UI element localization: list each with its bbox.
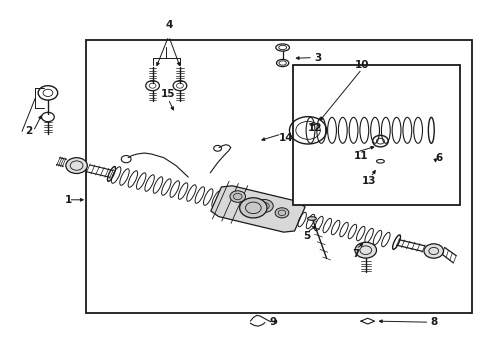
Text: 14: 14: [279, 132, 293, 143]
Text: 10: 10: [354, 60, 368, 70]
Bar: [293, 65, 459, 205]
Text: 11: 11: [353, 150, 367, 161]
Circle shape: [66, 158, 87, 174]
Text: 7: 7: [351, 249, 359, 259]
Text: 9: 9: [269, 317, 276, 327]
Circle shape: [229, 191, 245, 202]
Circle shape: [239, 198, 266, 218]
Text: 13: 13: [361, 176, 375, 186]
Polygon shape: [210, 186, 305, 232]
Text: 3: 3: [314, 53, 321, 63]
Circle shape: [354, 242, 376, 258]
Circle shape: [255, 199, 273, 212]
Text: 1: 1: [65, 195, 72, 205]
Text: 4: 4: [164, 20, 172, 30]
Text: 12: 12: [307, 123, 322, 133]
Circle shape: [423, 244, 443, 258]
Circle shape: [275, 208, 288, 218]
Text: 15: 15: [161, 89, 175, 99]
Ellipse shape: [307, 217, 316, 220]
Text: 2: 2: [25, 126, 32, 136]
Text: 8: 8: [430, 317, 437, 327]
Text: 5: 5: [303, 231, 310, 241]
Bar: [85, 40, 471, 313]
Text: 6: 6: [435, 153, 442, 163]
